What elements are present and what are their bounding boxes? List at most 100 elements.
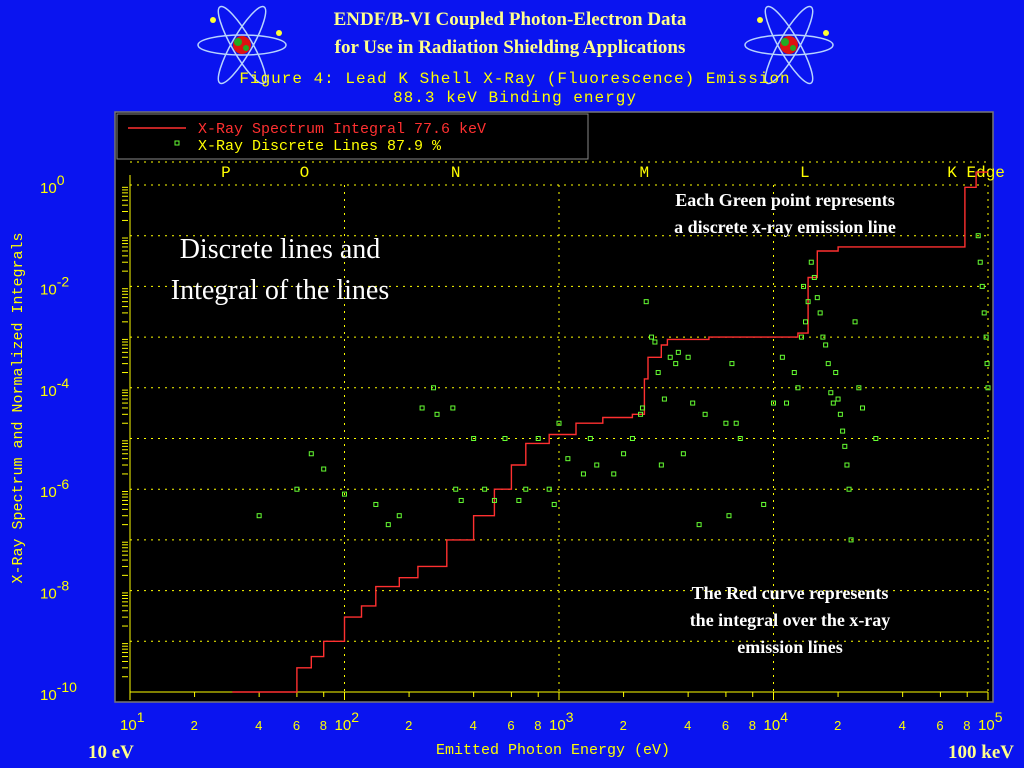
- discrete-line-point: [491, 497, 497, 503]
- discrete-line-point: [798, 334, 804, 340]
- discrete-line-point: [482, 486, 488, 492]
- discrete-line-point: [450, 405, 456, 411]
- discrete-line-point: [638, 411, 644, 417]
- annotation-red-curve-2: the integral over the x-ray: [690, 610, 891, 630]
- discrete-line-point: [860, 405, 866, 411]
- discrete-line-point: [471, 436, 477, 441]
- y-tick-label: 10-2: [40, 273, 69, 298]
- x-tick-label: 6: [293, 718, 300, 733]
- discrete-line-point: [791, 370, 797, 376]
- discrete-line-point: [833, 370, 839, 376]
- footer-left-label: 10 eV: [88, 742, 134, 763]
- x-tick-label: 8: [320, 718, 327, 733]
- discrete-line-point: [820, 334, 826, 340]
- discrete-line-point: [502, 436, 508, 441]
- discrete-line-point: [667, 354, 673, 360]
- discrete-line-point: [675, 349, 681, 355]
- discrete-line-point: [594, 462, 600, 468]
- discrete-line-point: [551, 501, 557, 507]
- discrete-line-point: [975, 233, 981, 239]
- discrete-line-point: [629, 436, 635, 441]
- discrete-line-point: [373, 501, 379, 507]
- discrete-line-point: [702, 411, 708, 417]
- discrete-line-point: [556, 420, 562, 426]
- discrete-line-point: [431, 385, 437, 391]
- annotation-green-points-2: a discrete x-ray emission line: [674, 217, 896, 237]
- discrete-line-point: [811, 274, 817, 280]
- discrete-line-point: [587, 436, 593, 441]
- page-title: ENDF/B-VI Coupled Photon-Electron Data f…: [270, 6, 750, 62]
- y-axis-title: X-Ray Spectrum and Normalized Integrals: [10, 232, 27, 583]
- discrete-line-point: [856, 385, 862, 391]
- discrete-line-point: [784, 400, 790, 406]
- discrete-line-point: [342, 491, 347, 497]
- discrete-line-point: [848, 537, 854, 543]
- discrete-line-point: [733, 420, 739, 426]
- discrete-line-point: [828, 390, 834, 396]
- footer-right-label: 100 keV: [948, 742, 1014, 763]
- legend-square-marker: [174, 140, 180, 146]
- discrete-line-point: [580, 471, 586, 477]
- discrete-line-point: [396, 513, 402, 519]
- y-tick-label: 100: [40, 172, 65, 197]
- discrete-line-point: [795, 385, 801, 391]
- legend-item-integral: X-Ray Spectrum Integral 77.6 keV: [198, 121, 486, 138]
- discrete-line-point: [649, 334, 655, 340]
- figure-caption: Figure 4: Lead K Shell X-Ray (Fluorescen…: [150, 70, 880, 108]
- discrete-line-point: [846, 486, 852, 492]
- discrete-line-point: [805, 299, 811, 305]
- discrete-line-point: [842, 443, 848, 449]
- discrete-line-point: [840, 428, 846, 434]
- shell-edge-label: N: [451, 164, 461, 182]
- discrete-line-point: [690, 400, 696, 406]
- discrete-line-point: [621, 451, 627, 457]
- x-tick-label: 104: [764, 709, 789, 734]
- discrete-line-point: [685, 354, 691, 360]
- x-tick-label: 4: [684, 718, 691, 733]
- legend-item-discrete: X-Ray Discrete Lines 87.9 %: [198, 138, 442, 155]
- discrete-line-point: [817, 310, 823, 316]
- discrete-line-point: [546, 486, 552, 492]
- discrete-line-point: [779, 354, 785, 360]
- y-tick-label: 10-6: [40, 476, 69, 501]
- discrete-line-point: [661, 396, 667, 402]
- discrete-line-point: [321, 466, 327, 472]
- discrete-line-point: [256, 513, 262, 519]
- discrete-line-point: [655, 370, 661, 376]
- discrete-line-point: [658, 462, 664, 468]
- shell-edge-label: P: [221, 164, 231, 182]
- x-tick-label: 101: [120, 709, 145, 734]
- discrete-line-point: [434, 411, 440, 417]
- x-tick-label: 6: [722, 718, 729, 733]
- annotation-discrete-lines: Discrete lines and: [180, 234, 381, 265]
- figure-caption-line-2: 88.3 keV Binding energy: [393, 89, 637, 107]
- shell-edge-label: L: [800, 164, 810, 182]
- shell-edge-label: M: [640, 164, 650, 182]
- x-tick-label: 8: [963, 718, 970, 733]
- plot-area: [114, 111, 994, 703]
- discrete-line-point: [771, 400, 776, 406]
- x-tick-label: 4: [255, 718, 262, 733]
- annotation-integral-lines: Integral of the lines: [171, 275, 389, 306]
- discrete-line-point: [761, 501, 767, 507]
- discrete-line-point: [803, 319, 809, 325]
- discrete-line-point: [729, 361, 735, 367]
- discrete-line-point: [977, 259, 983, 265]
- discrete-line-point: [673, 361, 679, 367]
- annotation-red-curve-3: emission lines: [737, 637, 843, 657]
- annotation-green-points: Each Green point represents: [675, 190, 895, 210]
- discrete-line-point: [801, 283, 807, 289]
- x-tick-label: 2: [191, 718, 198, 733]
- x-axis-title: Emitted Photon Energy (eV): [436, 742, 670, 759]
- discrete-line-point: [696, 522, 702, 528]
- x-tick-label: 8: [749, 718, 756, 733]
- figure-caption-line-1: Figure 4: Lead K Shell X-Ray (Fluorescen…: [239, 70, 791, 88]
- discrete-line-point: [726, 513, 732, 519]
- discrete-line-point: [873, 436, 879, 441]
- discrete-line-point: [453, 486, 459, 492]
- discrete-line-point: [808, 259, 814, 265]
- discrete-line-point: [385, 522, 391, 528]
- x-tick-label: 2: [620, 718, 627, 733]
- y-tick-label: 10-4: [40, 375, 69, 400]
- discrete-line-point: [984, 361, 990, 367]
